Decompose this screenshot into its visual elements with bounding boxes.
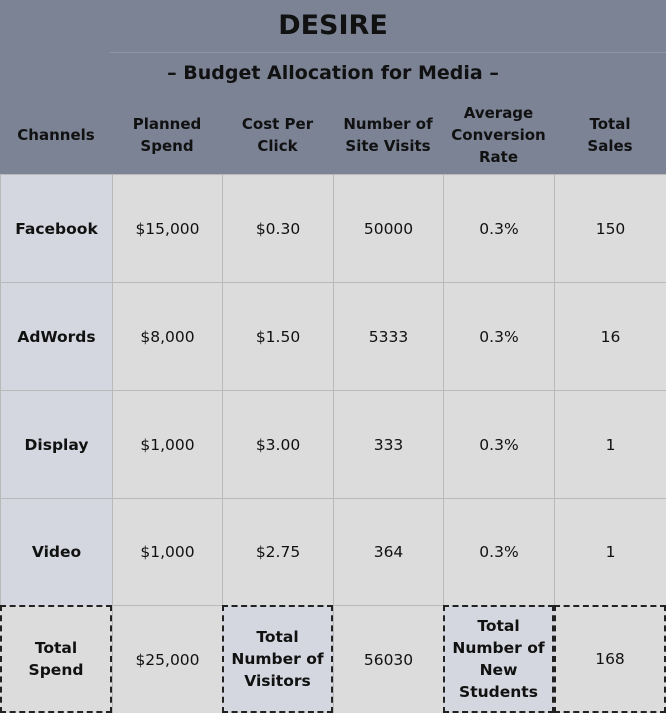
- table-cell-cpc: $2.75: [222, 498, 333, 605]
- table-cell-sales: 150: [554, 174, 666, 282]
- table-cell-sales: 1: [554, 498, 666, 605]
- table-cell-cpc: $3.00: [222, 390, 333, 498]
- col-channels-header: Channels: [17, 126, 95, 144]
- table-cell-sales: 16: [554, 282, 666, 390]
- table-cell-visits: 364: [333, 498, 443, 605]
- channel-name-cell: Video: [0, 498, 112, 605]
- table-cell-spend: $8,000: [112, 282, 222, 390]
- table-cell-spend: $15,000: [112, 174, 222, 282]
- col-total-sales-header: Total Sales: [587, 115, 633, 155]
- total-students-label: Total Number of New Students: [443, 605, 554, 713]
- table-cell-spend: $1,000: [112, 390, 222, 498]
- table-cell-visits: 5333: [333, 282, 443, 390]
- table-cell-sales: 1: [554, 390, 666, 498]
- table-header: DESIRE – Budget Allocation for Media – C…: [0, 0, 666, 174]
- page-title: DESIRE: [278, 10, 388, 41]
- total-students-value: 168: [554, 605, 666, 713]
- table-cell-cpc: $0.30: [222, 174, 333, 282]
- channel-name-cell: Display: [0, 390, 112, 498]
- col-site-visits-header: Number of Site Visits: [343, 115, 433, 155]
- table-cell-spend: $1,000: [112, 498, 222, 605]
- page-subtitle: – Budget Allocation for Media –: [167, 62, 499, 84]
- header-divider: [110, 52, 666, 53]
- bottom-strip: [0, 713, 666, 715]
- table-cell-conversion: 0.3%: [443, 390, 554, 498]
- table-cell-visits: 333: [333, 390, 443, 498]
- channel-name-cell: AdWords: [0, 282, 112, 390]
- total-visitors-label: Total Number of Visitors: [222, 605, 333, 713]
- channel-name-cell: Facebook: [0, 174, 112, 282]
- col-conversion-rate-header: Average Conversion Rate: [451, 104, 546, 166]
- table-cell-conversion: 0.3%: [443, 282, 554, 390]
- table-cell-conversion: 0.3%: [443, 498, 554, 605]
- table-cell-cpc: $1.50: [222, 282, 333, 390]
- total-visitors-value: 56030: [333, 605, 443, 713]
- table-cell-conversion: 0.3%: [443, 174, 554, 282]
- col-planned-spend-header: Planned Spend: [132, 115, 202, 155]
- col-cost-per-click-header: Cost Per Click: [241, 115, 314, 155]
- total-spend-value: $25,000: [112, 605, 222, 713]
- table-cell-visits: 50000: [333, 174, 443, 282]
- total-spend-label: Total Spend: [0, 605, 112, 713]
